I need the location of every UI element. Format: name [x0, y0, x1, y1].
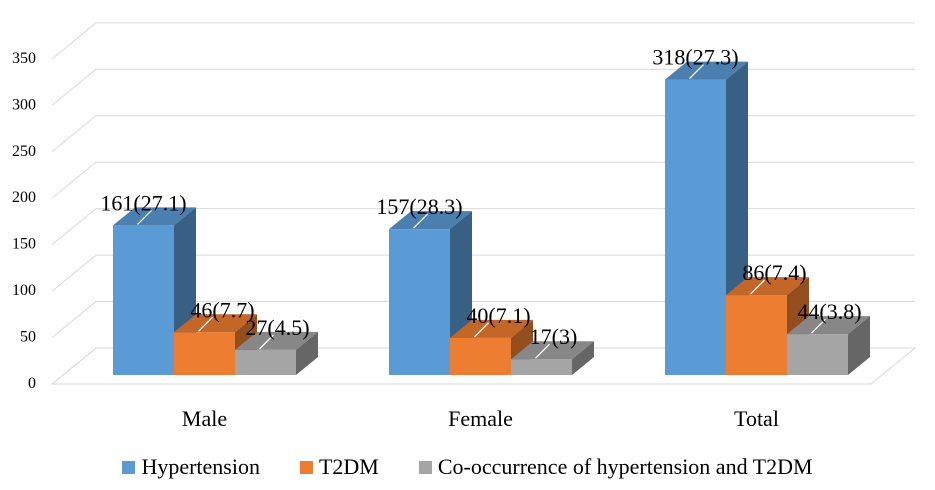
bar-front	[174, 332, 235, 375]
data-label-hypertension-total: 318(27.3)	[652, 45, 738, 70]
x-tick-label-female: Female	[448, 406, 513, 431]
bar-side	[848, 316, 870, 375]
bar-co-occurrence-of-hypertension-and-t2dm-female	[511, 341, 594, 375]
bar-top	[174, 314, 257, 333]
legend-swatch-hypertension	[122, 460, 136, 474]
data-label-t2dm-total: 86(7.4)	[742, 260, 806, 285]
bar-front	[511, 359, 572, 375]
leader-line	[689, 64, 704, 80]
bar-top	[511, 341, 594, 360]
x-tick-label-male: Male	[182, 406, 227, 431]
legend-item-t2dm: T2DM	[299, 454, 379, 480]
leader-line	[474, 322, 489, 338]
data-label-co-occurrence-of-hypertension-and-t2dm-female: 17(3)	[530, 324, 578, 349]
bar-top	[450, 319, 533, 338]
leader-line	[413, 213, 428, 229]
bar-front	[787, 334, 848, 375]
y-tick-label: 350	[12, 50, 36, 67]
legend-swatch-t2dm	[299, 460, 313, 474]
bar-front	[113, 225, 174, 375]
gridlines	[50, 22, 917, 385]
legend: Hypertension T2DM Co-occurrence of hyper…	[0, 452, 935, 482]
legend-label-co-occurrence: Co-occurrence of hypertension and T2DM	[437, 454, 813, 479]
bar-front	[665, 79, 726, 375]
bar-top	[726, 277, 809, 296]
gridline-200	[51, 161, 915, 199]
x-axis-categories: Male Female Total	[182, 406, 779, 431]
data-label-hypertension-female: 157(28.3)	[376, 194, 462, 219]
data-label-co-occurrence-of-hypertension-and-t2dm-male: 27(4.5)	[245, 315, 309, 340]
data-label-t2dm-female: 40(7.1)	[466, 303, 530, 328]
data-label-t2dm-male: 46(7.7)	[190, 297, 254, 322]
data-labels: 161(27.1) 46(7.7)27(4.5) 157(28.3) 40(7.1)1…	[100, 45, 862, 359]
bar-side	[296, 331, 318, 375]
bar-side	[572, 341, 594, 375]
bar-top	[235, 331, 318, 350]
y-tick-label: 50	[20, 329, 36, 346]
y-tick-label: 200	[12, 189, 36, 206]
legend-label-t2dm: T2DM	[318, 454, 379, 479]
y-axis: 0 50 100 150 200 250 300 350	[12, 50, 36, 392]
x-tick-label-total: Total	[734, 406, 779, 431]
gridline-350	[51, 22, 915, 60]
bar-front	[389, 229, 450, 375]
legend-item-co-occurrence: Co-occurrence of hypertension and T2DM	[418, 454, 813, 480]
gridline-150	[51, 208, 915, 246]
bar-co-occurrence-of-hypertension-and-t2dm-total	[787, 316, 870, 375]
y-tick-label: 150	[12, 236, 36, 253]
bar-front	[450, 337, 511, 375]
leader-line	[137, 210, 152, 225]
bar-top	[113, 207, 196, 226]
legend-swatch-co-occurrence	[418, 460, 432, 474]
leader-line	[198, 316, 213, 332]
legend-item-hypertension: Hypertension	[122, 454, 260, 480]
leader-line	[811, 318, 826, 334]
bar-co-occurrence-of-hypertension-and-t2dm-male	[235, 331, 318, 375]
leader-line	[750, 279, 765, 295]
y-tick-label: 100	[12, 282, 36, 299]
y-tick-label: 300	[12, 96, 36, 113]
leader-line	[259, 334, 274, 350]
bar-front	[726, 295, 787, 375]
data-label-co-occurrence-of-hypertension-and-t2dm-total: 44(3.8)	[797, 299, 861, 324]
gridline-50	[51, 301, 915, 338]
data-label-hypertension-male: 161(27.1)	[100, 190, 186, 215]
bars	[113, 61, 870, 375]
gridline-300	[51, 68, 915, 106]
bar-top	[665, 61, 748, 80]
leader-line	[535, 343, 550, 359]
gridline-100	[51, 254, 915, 292]
y-tick-label: 250	[12, 143, 36, 160]
legend-label-hypertension: Hypertension	[141, 454, 260, 479]
bar-front	[235, 349, 296, 375]
y-tick-label: 0	[28, 375, 36, 392]
gridline-250	[51, 115, 915, 153]
bar-top	[389, 211, 472, 230]
gridline-0	[51, 347, 915, 385]
bar-top	[787, 316, 870, 335]
